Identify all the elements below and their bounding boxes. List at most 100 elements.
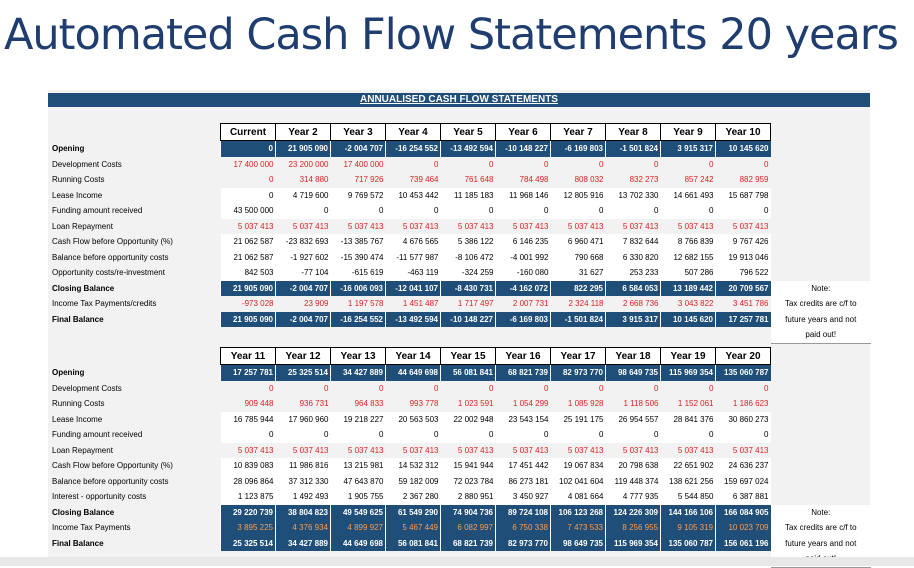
- row-label: Closing Balance: [52, 507, 115, 517]
- cell-value: 5 037 413: [292, 445, 329, 455]
- cell-value: 17 451 442: [495, 458, 551, 474]
- cell-value: 9 767 426: [715, 234, 771, 250]
- row-label: Balance before opportunity costs: [52, 252, 169, 262]
- cell-value: 49 549 625: [330, 504, 386, 520]
- column-header: Year 10: [715, 123, 771, 141]
- cell-value: 10 145 620: [660, 311, 716, 327]
- row-label: Funding amount received: [52, 430, 143, 440]
- note-line: Tax credits are c/f to: [770, 296, 871, 312]
- cell-value: 6 750 338: [495, 520, 551, 536]
- cell-value: 3 895 225: [220, 520, 276, 536]
- column-header: Year 17: [550, 347, 606, 365]
- cell-value: 0: [495, 427, 551, 443]
- column-header: Year 19: [660, 347, 716, 365]
- note-spacer: [771, 396, 872, 412]
- note-spacer: [771, 265, 872, 281]
- cell-value: 15 941 944: [440, 458, 496, 474]
- cell-value: -2 004 707: [275, 280, 331, 296]
- cell-value: 159 697 024: [715, 473, 771, 489]
- row-label: Final Balance: [52, 314, 104, 324]
- table-row: Balance before opportunity costs 21 062 5…: [50, 249, 871, 265]
- cell-value: 19 218 227: [330, 411, 386, 427]
- cell-value: 5 037 413: [732, 221, 769, 231]
- cell-value: 115 969 354: [605, 535, 661, 551]
- cell-value: 4 081 664: [550, 489, 606, 505]
- row-label: Final Balance: [52, 538, 104, 548]
- cell-value: 28 096 864: [220, 473, 276, 489]
- table-row: Lease Income 16 785 944 17 960 960 19 218 2…: [50, 411, 871, 427]
- note-spacer: [771, 427, 872, 443]
- cell-value: 6 330 820: [605, 249, 661, 265]
- cell-value: 5 037 413: [512, 221, 549, 231]
- cell-value: 5 037 413: [347, 445, 384, 455]
- row-label: Running Costs: [52, 399, 105, 409]
- cell-value: 0: [330, 203, 386, 219]
- note-line: future years and not: [770, 311, 871, 327]
- cell-value: -324 259: [440, 265, 496, 281]
- note-spacer: [771, 188, 872, 204]
- cell-value: 0: [660, 203, 716, 219]
- cell-value: 102 041 604: [550, 473, 606, 489]
- cell-value: 0: [544, 383, 549, 393]
- cell-value: 6 387 881: [715, 489, 771, 505]
- cell-value: 29 220 739: [220, 504, 276, 520]
- cell-value: 7 832 644: [605, 234, 661, 250]
- cell-value: 3 451 786: [732, 299, 769, 309]
- row-label: Income Tax Payments/credits: [52, 299, 157, 309]
- cell-value: 61 549 290: [385, 504, 441, 520]
- cell-value: 4 376 934: [275, 520, 331, 536]
- cell-value: 0: [330, 427, 386, 443]
- table-row: Funding amount received 43 500 000 0 0 0 0 0 0 0…: [50, 203, 871, 219]
- cell-value: 4 676 565: [385, 234, 441, 250]
- spacer: [50, 327, 771, 343]
- cell-value: 5 037 413: [402, 445, 439, 455]
- cell-value: 82 973 770: [495, 535, 551, 551]
- cell-value: 10 145 620: [715, 140, 771, 157]
- table-row: Final Balance 21 905 090 -2 004 707 -16 254…: [50, 311, 871, 327]
- cell-value: 47 643 870: [330, 473, 386, 489]
- cell-value: 1 451 487: [402, 299, 439, 309]
- cell-value: -13 385 767: [330, 234, 386, 250]
- cell-value: 17 400 000: [343, 159, 384, 169]
- cell-value: -8 106 472: [440, 249, 496, 265]
- cell-value: 17 257 781: [220, 364, 276, 381]
- cell-value: 37 312 330: [275, 473, 331, 489]
- cell-value: 5 037 413: [677, 445, 714, 455]
- note-line: Tax credits are c/f to: [770, 520, 871, 536]
- cell-value: 21 905 090: [220, 280, 276, 296]
- cell-value: -11 577 987: [385, 249, 441, 265]
- cell-value: 5 037 413: [622, 221, 659, 231]
- cell-value: -10 148 227: [495, 140, 551, 157]
- cell-value: -1 501 824: [605, 140, 661, 157]
- cell-value: 0: [599, 159, 604, 169]
- cell-value: 20 563 503: [385, 411, 441, 427]
- cell-value: 15 687 798: [715, 187, 771, 203]
- cell-value: 30 860 273: [715, 411, 771, 427]
- column-header: Year 11: [220, 347, 276, 365]
- note-line: Note:: [770, 280, 871, 296]
- cell-value: 0: [434, 159, 439, 169]
- row-label: Funding amount received: [52, 206, 143, 216]
- cell-value: 8 766 839: [660, 234, 716, 250]
- cell-value: -23 832 693: [275, 234, 331, 250]
- cell-value: 13 189 442: [660, 280, 716, 296]
- cell-value: 3 915 317: [660, 140, 716, 157]
- cell-value: 10 023 709: [715, 520, 771, 536]
- cell-value: 808 032: [574, 175, 604, 185]
- cell-value: 1 152 061: [677, 399, 714, 409]
- statement-banner: ANNUALISED CASH FLOW STATEMENTS: [48, 93, 870, 107]
- cell-value: -6 169 803: [495, 311, 551, 327]
- column-header: Year 18: [605, 347, 661, 365]
- cell-value: 761 648: [464, 175, 494, 185]
- note-spacer: [771, 381, 872, 397]
- column-header: Year 5: [440, 123, 496, 141]
- cell-value: -15 390 474: [330, 249, 386, 265]
- column-header: Year 2: [275, 123, 331, 141]
- cell-value: 0: [544, 159, 549, 169]
- note-spacer: [771, 157, 872, 173]
- cell-value: 9 105 319: [660, 520, 716, 536]
- cell-value: 12 682 155: [660, 249, 716, 265]
- note-spacer: [771, 443, 872, 459]
- cell-value: 1 054 299: [512, 399, 549, 409]
- cell-value: 14 532 312: [385, 458, 441, 474]
